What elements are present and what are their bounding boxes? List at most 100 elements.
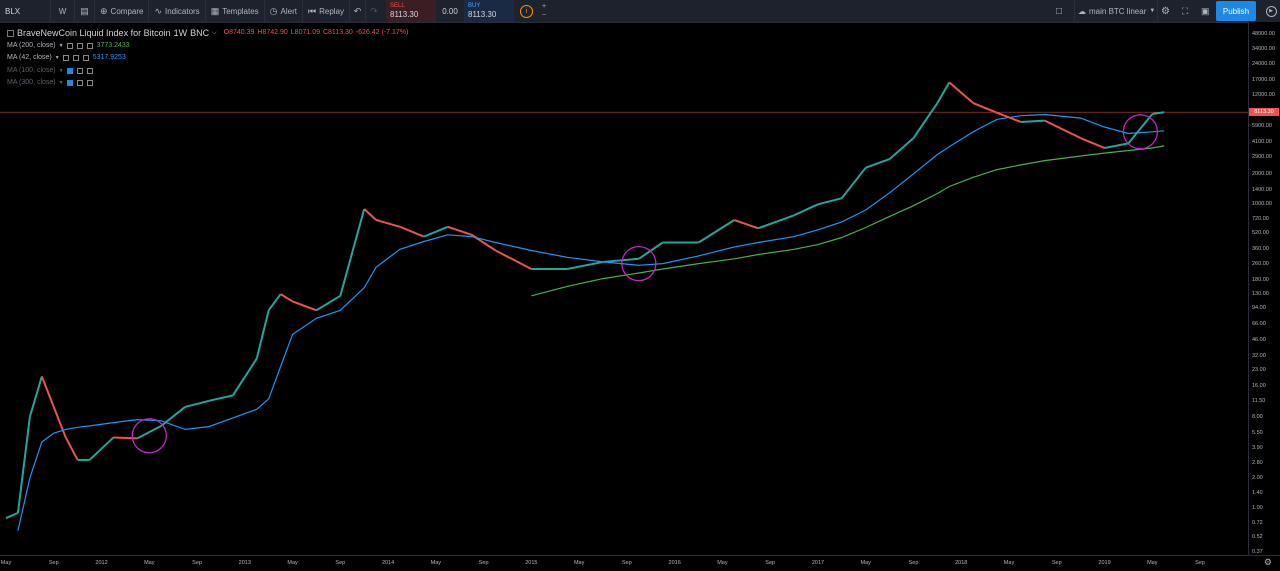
ohlc-low: L8071.09 [290, 29, 320, 37]
time-axis-label: 2012 [95, 560, 108, 566]
indicator-settings-icon[interactable] [76, 80, 83, 87]
publish-button[interactable]: Publish [1216, 1, 1256, 21]
indicator-close-icon[interactable] [86, 42, 93, 49]
price-axis-label: 34000.00 [1252, 46, 1275, 53]
info-icon[interactable]: i [520, 4, 533, 18]
price-segment [757, 214, 795, 230]
indicator-eye-icon[interactable] [66, 67, 73, 74]
time-axis-label: May [573, 560, 585, 566]
fullscreen-button[interactable]: ⛶ [1182, 0, 1188, 22]
layout-name-button[interactable]: ☁ main BTC linear ▼ [1074, 0, 1158, 22]
chart-style-button[interactable]: ▤ [75, 0, 95, 22]
compare-label: Compare [110, 6, 144, 16]
price-segment [399, 225, 425, 238]
price-axis-label: 11.50 [1252, 397, 1266, 404]
price-segment [972, 102, 998, 114]
indicator-label: MA (200, close) [7, 41, 56, 49]
indicators-label: Indicators [165, 6, 200, 16]
alert-clock-icon: ◷ [269, 5, 278, 16]
price-segment [423, 225, 449, 238]
price-segment [28, 376, 43, 418]
price-segment [495, 249, 532, 270]
indicator-row[interactable]: MA (42, close) ▼ 5317.9253 [7, 52, 408, 65]
time-axis-label: 2016 [668, 560, 681, 566]
exchange-chevron-icon[interactable]: ⌵ [212, 30, 217, 37]
alert-button[interactable]: ◷ Alert [265, 0, 303, 22]
symbol-search[interactable]: BLX [0, 0, 51, 22]
price-segment [841, 167, 867, 199]
quantity-stepper[interactable]: + − [539, 2, 549, 20]
compare-button[interactable]: ⊕ Compare [95, 0, 150, 22]
axis-settings-gear-icon[interactable]: ⚙ [1263, 557, 1272, 567]
chevron-down-icon[interactable]: ▼ [58, 80, 64, 87]
settings-gear-icon: ⚙ [1161, 5, 1170, 17]
price-axis-label: 23.00 [1252, 367, 1266, 374]
price-axis-label: 130.00 [1252, 291, 1269, 298]
price-segment [912, 102, 939, 139]
cloud-icon: ☁ [1078, 6, 1086, 16]
sell-label: SELL [390, 3, 405, 9]
buy-button[interactable]: BUY 8113.30 [464, 0, 514, 22]
templates-button[interactable]: ▦ Templates [206, 0, 265, 22]
price-axis-label: 17000.00 [1252, 76, 1275, 83]
price-segment [1020, 119, 1045, 123]
snapshot-button[interactable]: ▣ [1201, 0, 1210, 22]
undo-button[interactable]: ↶ [350, 0, 366, 22]
time-axis-label: Sep [478, 560, 489, 566]
price-axis-label: 0.72 [1252, 519, 1263, 526]
replay-button[interactable]: ⏮ Replay [303, 0, 350, 22]
highlight-circle [131, 418, 167, 454]
chevron-down-icon[interactable]: ▼ [58, 67, 64, 74]
time-axis-label: 2019 [1098, 560, 1111, 566]
collapse-toggle[interactable] [7, 29, 14, 37]
indicator-settings-icon[interactable] [76, 42, 83, 49]
price-axis-label: 4100.00 [1252, 139, 1272, 146]
chevron-down-icon[interactable]: ▼ [58, 42, 64, 49]
indicator-eye-icon[interactable] [66, 80, 73, 87]
price-segment [1127, 113, 1154, 144]
price-axis-label: 16.00 [1252, 383, 1266, 390]
indicator-label: MA (42, close) [7, 54, 52, 62]
play-button[interactable]: ▶ [1262, 0, 1280, 22]
price-axis-label: 360.00 [1252, 246, 1269, 253]
indicator-eye-icon[interactable] [66, 42, 73, 49]
chevron-down-icon[interactable]: ▼ [54, 55, 60, 62]
indicators-button[interactable]: ∿ Indicators [149, 0, 206, 22]
chart-legend: BraveNewCoin Liquid Index for Bitcoin 1W… [7, 27, 408, 90]
snapshot-icon: ▣ [1201, 5, 1210, 16]
price-axis-label: 1400.00 [1252, 186, 1272, 193]
price-segment [208, 394, 234, 402]
redo-button[interactable]: ↷ [366, 0, 382, 22]
symbol-interval: 1W [173, 28, 188, 39]
price-segment [16, 416, 31, 514]
indicator-eye-icon[interactable] [62, 55, 69, 62]
price-chart[interactable] [0, 22, 1248, 555]
price-axis-label: 2900.00 [1252, 154, 1272, 161]
time-axis-label: Sep [908, 560, 919, 566]
bars-style-icon: ▤ [80, 5, 89, 16]
price-axis[interactable]: 48000.00 34000.00 24000.00 17000.00 12000.00… [1248, 22, 1280, 555]
indicator-close-icon[interactable] [86, 67, 93, 74]
indicator-close-icon[interactable] [86, 80, 93, 87]
time-axis-label: 2018 [955, 560, 968, 566]
price-axis-label: 1000.00 [1252, 201, 1272, 208]
sell-button[interactable]: SELL 8113.30 [386, 0, 436, 22]
symbol-exchange: BNC [190, 28, 210, 39]
plus-icon[interactable]: + [541, 3, 547, 10]
interval-button[interactable]: W [51, 0, 75, 22]
indicator-row[interactable]: MA (100, close) ▼ [7, 65, 408, 78]
minus-icon[interactable]: − [541, 12, 547, 19]
time-axis-label: May [0, 560, 12, 566]
legend-title-row: BraveNewCoin Liquid Index for Bitcoin 1W… [7, 27, 408, 40]
price-axis-label: 5.50 [1252, 430, 1263, 437]
settings-button[interactable]: ⚙ [1161, 0, 1170, 22]
indicator-settings-icon[interactable] [76, 67, 83, 74]
time-axis[interactable]: ⚙ May Sep 2012 May Sep 2013 May Sep 2014 May Sep 20… [0, 555, 1280, 571]
indicator-row[interactable]: MA (200, close) ▼ 3773.2433 [7, 40, 408, 53]
indicator-close-icon[interactable] [82, 55, 89, 62]
indicator-row[interactable]: MA (300, close) ▼ [7, 77, 408, 90]
price-axis-label: 5900.00 [1252, 123, 1272, 130]
indicator-settings-icon[interactable] [72, 55, 79, 62]
price-segment [315, 294, 341, 312]
layout-square-button[interactable]: □ [1056, 0, 1062, 22]
